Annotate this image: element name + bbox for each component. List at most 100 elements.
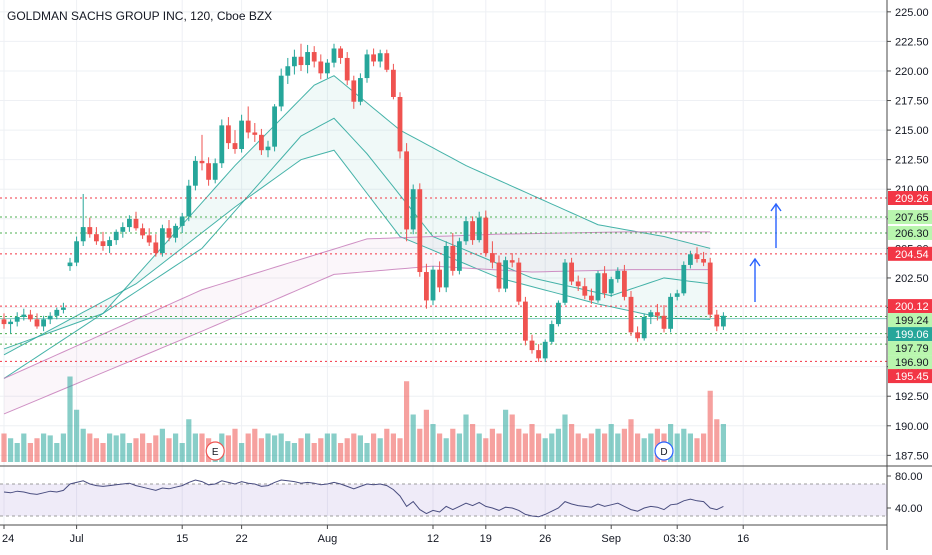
volume-bar: [608, 424, 614, 462]
time-axis[interactable]: 24 Jul 15 22 Aug 12 19 26 Sep 03:30 16: [2, 525, 749, 545]
chart-title: GOLDMAN SACHS GROUP INC, 120, Cboe BZX: [7, 9, 272, 23]
volume-bar: [60, 433, 66, 462]
candle-body: [232, 143, 238, 150]
volume-bar: [549, 433, 555, 462]
candle-body: [74, 241, 79, 263]
candle-body: [100, 241, 106, 247]
volume-bar: [54, 443, 60, 462]
candle-body: [8, 321, 13, 325]
candle-body: [562, 262, 568, 303]
candle-body: [602, 273, 607, 294]
volume-bar: [628, 419, 634, 462]
volume-bar: [258, 438, 264, 462]
event-marker-circle: [205, 441, 225, 461]
volume-bar: [291, 443, 297, 462]
candle-body: [87, 227, 93, 235]
event-marker-d[interactable]: D: [654, 441, 674, 461]
volume-bar: [542, 438, 548, 462]
time-tick-label: 16: [737, 533, 749, 545]
candle-body: [14, 316, 20, 322]
volume-bar: [377, 438, 383, 462]
volume-bar: [351, 433, 357, 462]
candle-body: [635, 332, 640, 339]
volume-bar: [113, 435, 119, 462]
volume-bar: [536, 433, 542, 462]
moving-average-line: [3, 117, 711, 379]
volume-bar: [298, 438, 304, 462]
volume-bar: [674, 433, 680, 462]
volume-bar: [635, 433, 641, 462]
volume-bar: [615, 433, 621, 462]
candle-body: [34, 319, 40, 327]
candle-body: [179, 216, 185, 226]
volume-bar: [305, 433, 311, 462]
event-marker-label: D: [660, 447, 667, 458]
rsi-pane[interactable]: [0, 479, 887, 518]
volume-bar: [278, 433, 284, 462]
price-level-value: 200.12: [895, 301, 929, 313]
volume-bar: [397, 438, 403, 462]
volume-bar: [357, 435, 363, 462]
volume-bar: [1, 433, 7, 462]
candle-body: [589, 295, 594, 301]
event-marker-e[interactable]: E: [205, 441, 225, 461]
candle-body: [503, 260, 508, 289]
candle-body: [127, 218, 132, 228]
candle-body: [245, 120, 251, 133]
price-level-label: 206.30: [888, 226, 932, 240]
time-tick-label: 22: [235, 533, 247, 545]
candle-body: [252, 132, 258, 135]
price-level-label: 209.26: [888, 190, 932, 205]
candle-body: [318, 61, 324, 74]
candle-body: [496, 262, 502, 289]
volume-bar: [476, 433, 482, 462]
volume-bar: [166, 438, 172, 462]
candle-body: [259, 134, 264, 151]
time-tick-label: 19: [480, 533, 492, 545]
horizontal-levels[interactable]: [0, 197, 887, 362]
volume-bar: [483, 438, 489, 462]
candle-body: [199, 160, 205, 164]
candle-body: [721, 315, 726, 327]
candle-body: [556, 302, 561, 325]
candle-body: [371, 54, 376, 62]
price-tick-label: 225.00: [895, 7, 929, 19]
volume-bar: [338, 443, 344, 462]
volume-bar: [621, 428, 627, 462]
candle-body: [549, 324, 555, 342]
candle-body: [47, 315, 53, 320]
volume-bar: [582, 438, 588, 462]
candle-body: [212, 163, 218, 180]
volume-bar: [707, 390, 713, 462]
volume-bar: [516, 428, 522, 462]
candle-body: [542, 341, 548, 359]
volume-bar: [120, 433, 126, 462]
candle-body: [338, 48, 343, 58]
volume-bar: [74, 409, 80, 462]
candle-body: [146, 235, 152, 243]
annotation-arrows[interactable]: [749, 202, 782, 302]
candle-body: [575, 281, 581, 287]
volume-bar: [8, 438, 14, 462]
up-arrow-head: [749, 257, 761, 267]
volume-bar: [285, 441, 291, 462]
time-tick-label: Aug: [318, 533, 338, 545]
candle-body: [707, 262, 713, 315]
candle-body: [61, 307, 66, 310]
time-tick-label: 24: [2, 533, 14, 545]
candle-body: [615, 270, 621, 280]
candle-body: [384, 53, 390, 70]
volume-bar: [687, 433, 693, 462]
candle-body: [28, 314, 33, 320]
candle-body: [569, 262, 574, 282]
volume-bar: [153, 435, 159, 462]
price-tick-label: 212.50: [895, 155, 929, 167]
price-level-label: 195.45: [888, 369, 932, 384]
candle-body: [516, 262, 522, 302]
price-level-tag: [888, 246, 932, 261]
volume-bar: [489, 428, 495, 462]
volume-bar: [126, 443, 132, 462]
candle-body: [714, 314, 720, 327]
